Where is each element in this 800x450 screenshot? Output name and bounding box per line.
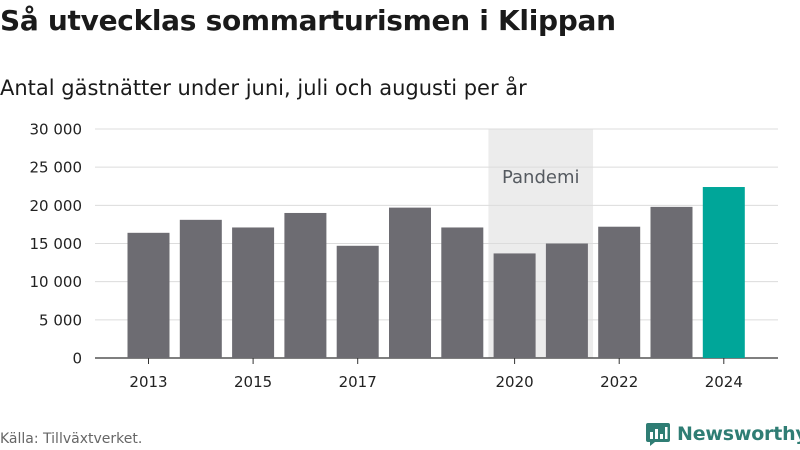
bar-2018 — [389, 207, 431, 358]
bar-2022 — [598, 226, 641, 358]
y-axis-labels: 0 5 000 10 000 15 000 20 000 25 000 30 000 — [30, 121, 83, 368]
brand-name: Newsworthy — [677, 423, 800, 445]
y-tick-label: 25 000 — [30, 159, 83, 177]
x-tick-label: 2020 — [496, 373, 534, 391]
x-tick-label: 2017 — [339, 373, 377, 391]
source-note: Källa: Tillväxtverket. — [0, 431, 143, 447]
x-tick-label: 2015 — [234, 373, 272, 391]
y-tick-label: 30 000 — [30, 121, 83, 139]
bar-2021 — [545, 243, 588, 358]
bars — [127, 187, 745, 358]
chart-subtitle: Antal gästnätter under juni, juli och au… — [0, 76, 527, 100]
bar-2024 — [702, 187, 745, 358]
y-tick-label: 0 — [72, 350, 82, 368]
bar-2015 — [232, 227, 275, 358]
bar-2020 — [493, 253, 536, 358]
x-tick-label: 2022 — [600, 373, 638, 391]
bar-2013 — [127, 232, 170, 358]
brand: Newsworthy — [645, 420, 800, 448]
bar-2019 — [441, 227, 484, 358]
bar-2016 — [284, 212, 327, 358]
bar-2017 — [336, 245, 379, 358]
y-tick-label: 5 000 — [39, 311, 82, 329]
newsworthy-logo-icon — [646, 423, 670, 446]
y-tick-label: 10 000 — [30, 273, 83, 291]
y-tick-label: 15 000 — [30, 235, 83, 253]
x-axis-labels: 2013 2015 2017 2020 2022 2024 — [129, 358, 743, 391]
bar-2014 — [179, 219, 222, 358]
x-tick-label: 2013 — [129, 373, 167, 391]
x-tick-label: 2024 — [705, 373, 743, 391]
bar-2023 — [650, 206, 693, 358]
annotation-labels: Pandemi — [502, 167, 580, 188]
chart-title: Så utvecklas sommarturismen i Klippan — [0, 4, 616, 37]
annotation-label-pandemi: Pandemi — [502, 167, 580, 188]
y-tick-label: 20 000 — [30, 197, 83, 215]
